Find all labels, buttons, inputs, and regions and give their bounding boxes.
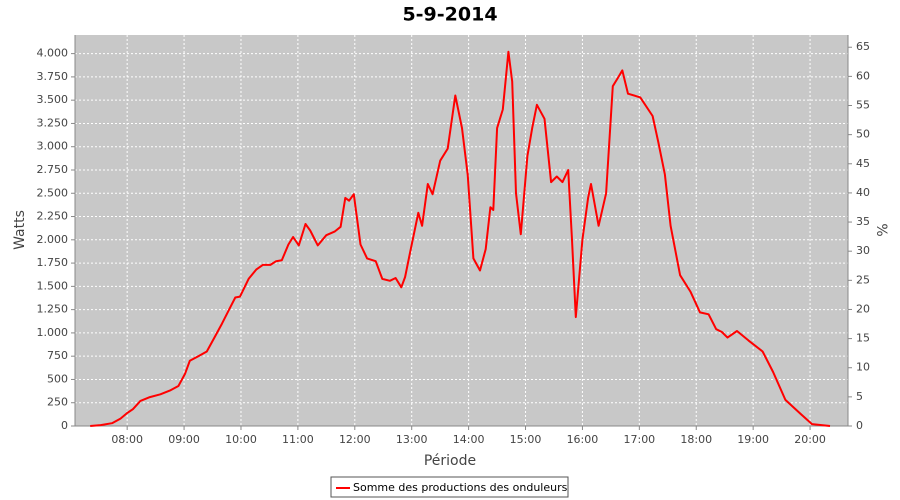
y-tick-label: 3.500 bbox=[37, 93, 69, 106]
y2-tick-label: 20 bbox=[856, 302, 870, 315]
y-tick-label: 4.000 bbox=[37, 47, 69, 60]
y-tick-label: 250 bbox=[47, 396, 68, 409]
chart-title: 5-9-2014 bbox=[402, 4, 497, 26]
y-tick-label: 1.500 bbox=[37, 279, 69, 292]
y2-tick-label: 5 bbox=[856, 390, 863, 403]
y-tick-label: 3.000 bbox=[37, 140, 69, 153]
y2-tick-label: 65 bbox=[856, 40, 870, 53]
x-tick-label: 10:00 bbox=[225, 433, 257, 446]
y2-tick-label: 60 bbox=[856, 69, 870, 82]
x-tick-label: 20:00 bbox=[794, 433, 826, 446]
x-tick-label: 09:00 bbox=[168, 433, 200, 446]
legend-box bbox=[330, 476, 569, 498]
x-tick-label: 17:00 bbox=[623, 433, 655, 446]
y2-tick-label: 50 bbox=[856, 128, 870, 141]
y-tick-label: 3.750 bbox=[37, 70, 69, 83]
y-tick-label: 750 bbox=[47, 349, 68, 362]
plot-area bbox=[75, 35, 848, 426]
y-tick-label: 1.000 bbox=[37, 326, 69, 339]
y-tick-label: 2.250 bbox=[37, 210, 69, 223]
y2-tick-label: 0 bbox=[856, 419, 863, 432]
y2-tick-label: 40 bbox=[856, 186, 870, 199]
y-tick-label: 2.000 bbox=[37, 233, 69, 246]
y-tick-label: 1.750 bbox=[37, 256, 69, 269]
y-tick-label: 0 bbox=[61, 419, 68, 432]
x-tick-label: 14:00 bbox=[453, 433, 485, 446]
y-tick-label: 2.500 bbox=[37, 186, 69, 199]
y-tick-label: 1.250 bbox=[37, 303, 69, 316]
x-tick-label: 11:00 bbox=[282, 433, 314, 446]
y2-tick-label: 15 bbox=[856, 332, 870, 345]
y2-axis-title: % bbox=[873, 223, 889, 236]
y-axis-title: Watts bbox=[12, 210, 28, 250]
x-tick-label: 19:00 bbox=[737, 433, 769, 446]
x-tick-label: 18:00 bbox=[680, 433, 712, 446]
x-tick-label: 16:00 bbox=[567, 433, 599, 446]
x-tick-label: 15:00 bbox=[510, 433, 542, 446]
y2-tick-label: 10 bbox=[856, 361, 870, 374]
x-tick-label: 08:00 bbox=[111, 433, 143, 446]
y-tick-label: 500 bbox=[47, 372, 68, 385]
y2-tick-label: 30 bbox=[856, 244, 870, 257]
x-axis-title: Période bbox=[424, 453, 476, 469]
x-tick-label: 13:00 bbox=[396, 433, 428, 446]
y2-tick-label: 45 bbox=[856, 157, 870, 170]
x-tick-label: 12:00 bbox=[339, 433, 371, 446]
y-tick-label: 3.250 bbox=[37, 116, 69, 129]
y2-tick-label: 35 bbox=[856, 215, 870, 228]
y2-tick-label: 55 bbox=[856, 99, 870, 112]
y2-tick-label: 25 bbox=[856, 273, 870, 286]
series-line bbox=[90, 50, 831, 427]
legend-label: Somme des productions des onduleurs bbox=[353, 481, 568, 494]
y-tick-label: 2.750 bbox=[37, 163, 69, 176]
